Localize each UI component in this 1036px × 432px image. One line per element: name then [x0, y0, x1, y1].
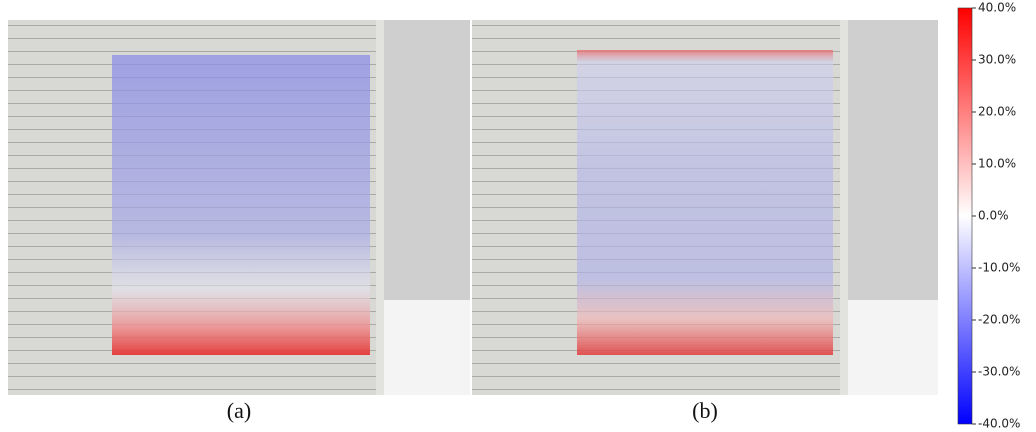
tick-label: -30.0%: [978, 365, 1020, 379]
panel-b-image: [472, 20, 938, 395]
tick-label: 40.0%: [978, 1, 1016, 15]
panel-label: (b): [692, 398, 718, 423]
tick-label: -40.0%: [978, 417, 1020, 431]
tick-label: 0.0%: [978, 209, 1009, 223]
tick-label: -20.0%: [978, 313, 1020, 327]
panel-label: (a): [227, 398, 251, 423]
tick-label: 30.0%: [978, 53, 1016, 67]
colorbar: [957, 7, 973, 425]
tick-label: 10.0%: [978, 157, 1016, 171]
panel-a-image: [8, 20, 470, 395]
tick-label: 20.0%: [978, 105, 1016, 119]
tick-label: -10.0%: [978, 261, 1020, 275]
